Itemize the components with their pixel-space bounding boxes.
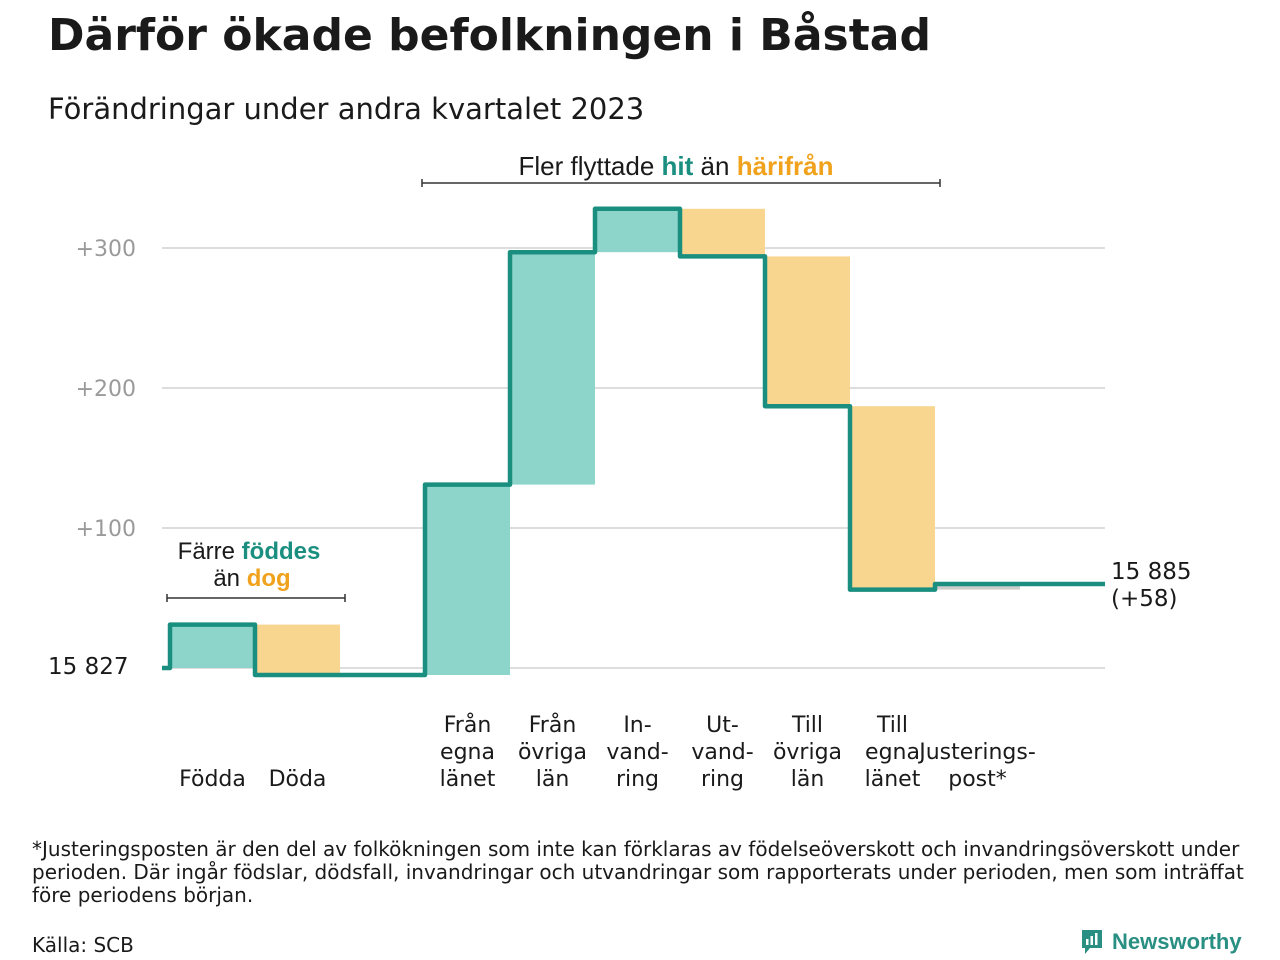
waterfall-bar — [595, 208, 680, 253]
category-label: Döda — [269, 767, 327, 792]
waterfall-bar — [765, 256, 850, 407]
waterfall-bar — [170, 624, 255, 668]
y-tick-label: +300 — [76, 237, 136, 262]
chart-title: Därför ökade befolkningen i Båstad — [48, 10, 931, 61]
y-tick-label: +100 — [76, 517, 136, 542]
category-label: In- — [623, 713, 651, 738]
category-label: vand- — [691, 740, 753, 765]
category-label: ring — [701, 767, 744, 792]
newsworthy-logo-icon — [1082, 930, 1102, 954]
brand-name: Newsworthy — [1112, 929, 1242, 954]
category-label: länet — [440, 767, 496, 792]
category-label: län — [791, 767, 825, 792]
start-value-label: 15 827 — [48, 654, 128, 680]
waterfall-bar — [255, 624, 340, 675]
category-label: länet — [865, 767, 921, 792]
annotation-migration: Fler flyttade hit än härifrån — [518, 151, 833, 181]
brand-logo: Newsworthy — [1080, 928, 1242, 956]
category-label: egna — [865, 740, 920, 765]
category-label: post* — [948, 767, 1007, 792]
category-label: vand- — [606, 740, 668, 765]
step-line — [162, 206, 1105, 678]
source-label: Källa: SCB — [32, 933, 134, 957]
chart-subtitle: Förändringar under andra kvartalet 2023 — [48, 92, 645, 126]
waterfall-bar — [850, 406, 935, 590]
category-label: ring — [616, 767, 659, 792]
category-label: Justerings- — [917, 740, 1036, 765]
end-value-label: 15 885 — [1111, 559, 1191, 585]
end-change-label: (+58) — [1111, 586, 1177, 612]
category-label: Till — [791, 713, 823, 738]
category-label: Från — [444, 712, 492, 738]
footnote: *Justeringsposten är den del av folkökni… — [32, 837, 1244, 907]
waterfall-bar — [680, 208, 765, 257]
waterfall-bar — [425, 484, 510, 675]
category-label: Födda — [179, 767, 246, 792]
annotation-bracket-top — [421, 179, 941, 187]
category-label: Ut- — [706, 713, 739, 738]
annotation-bracket-left — [166, 594, 346, 602]
annotation-births-deaths-line2: än dog — [213, 565, 290, 592]
category-label: egna — [440, 740, 495, 765]
waterfall-bar — [510, 252, 595, 485]
category-label: län — [536, 767, 570, 792]
annotation-births-deaths-line1: Färre föddes — [178, 538, 321, 565]
category-label: Från — [529, 712, 577, 738]
category-label: Till — [876, 713, 908, 738]
category-label: övriga — [518, 740, 587, 765]
y-tick-label: +200 — [76, 377, 136, 402]
category-label: övriga — [773, 740, 842, 765]
waterfall-bar — [935, 584, 1020, 590]
